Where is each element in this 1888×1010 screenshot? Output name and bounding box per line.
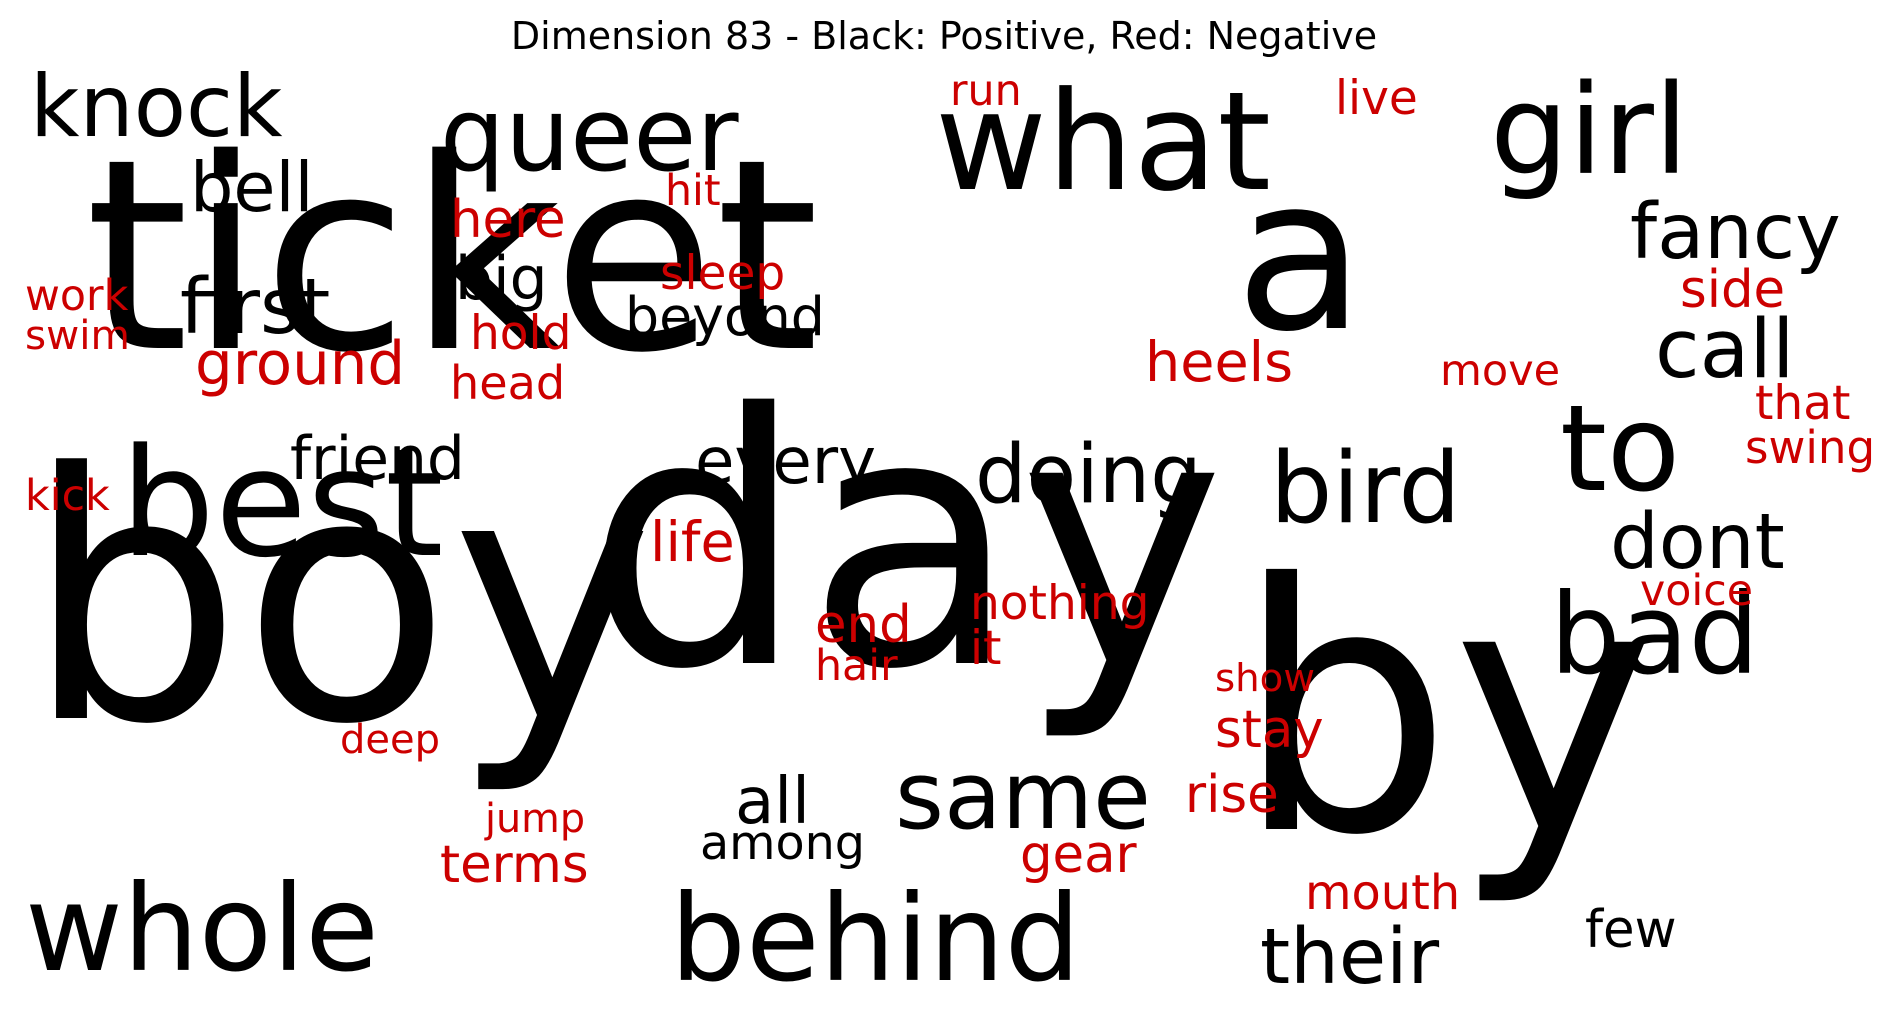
cloud-word-ticket: ticket — [85, 103, 820, 411]
cloud-word-call: call — [1655, 303, 1795, 397]
cloud-word-run: run — [950, 66, 1022, 116]
cloud-word-nothing: nothing — [970, 576, 1150, 631]
cloud-word-beyond: beyond — [625, 285, 825, 348]
cloud-word-best: best — [120, 417, 444, 591]
cloud-word-all: all — [735, 765, 810, 839]
cloud-word-life: life — [650, 510, 735, 575]
figure-title: Dimension 83 - Black: Positive, Red: Neg… — [510, 14, 1378, 58]
cloud-word-boy: boy — [25, 401, 654, 799]
cloud-word-few: few — [1585, 900, 1677, 960]
cloud-word-swim: swim — [25, 311, 130, 359]
cloud-word-knock: knock — [30, 58, 283, 157]
cloud-word-hair: hair — [815, 641, 898, 691]
cloud-word-among: among — [700, 816, 866, 871]
cloud-word-queer: queer — [440, 76, 739, 195]
cloud-word-here: here — [450, 190, 566, 250]
cloud-word-move: move — [1440, 346, 1561, 396]
cloud-word-side: side — [1680, 260, 1786, 320]
cloud-word-behind: behind — [670, 870, 1081, 1009]
cloud-word-their: their — [1260, 913, 1440, 1002]
cloud-word-jump: jump — [485, 796, 586, 842]
cloud-word-to: to — [1560, 380, 1681, 519]
cloud-word-girl: girl — [1490, 59, 1689, 203]
cloud-word-bell: bell — [190, 149, 314, 228]
cloud-word-kick: kick — [25, 471, 110, 521]
cloud-word-heels: heels — [1145, 330, 1294, 395]
cloud-word-stay: stay — [1215, 700, 1324, 760]
cloud-word-hold: hold — [470, 306, 572, 361]
cloud-word-swing: swing — [1745, 421, 1876, 474]
cloud-word-it: it — [970, 621, 1002, 676]
cloud-word-mouth: mouth — [1305, 866, 1461, 921]
cloud-word-ground: ground — [195, 330, 406, 399]
cloud-word-live: live — [1335, 71, 1418, 126]
cloud-word-terms: terms — [440, 835, 589, 895]
cloud-word-friend: friend — [290, 424, 465, 494]
cloud-word-doing: doing — [975, 428, 1202, 522]
cloud-word-voice: voice — [1640, 566, 1753, 616]
cloud-word-that: that — [1755, 376, 1851, 431]
cloud-word-by: by — [1235, 511, 1655, 910]
cloud-word-deep: deep — [340, 717, 440, 763]
cloud-word-first: first — [180, 263, 331, 352]
cloud-word-what: what — [935, 63, 1272, 222]
cloud-word-show: show — [1215, 656, 1315, 701]
cloud-word-big: big — [455, 244, 548, 314]
cloud-word-bird: bird — [1270, 432, 1461, 546]
cloud-word-end: end — [815, 595, 912, 655]
cloud-word-rise: rise — [1185, 765, 1279, 825]
cloud-word-sleep: sleep — [660, 246, 786, 301]
cloud-word-day: day — [585, 341, 1225, 746]
cloud-word-hit: hit — [665, 166, 721, 216]
cloud-word-bad: bad — [1550, 571, 1760, 700]
cloud-word-whole: whole — [25, 860, 379, 999]
cloud-word-gear: gear — [1020, 825, 1137, 885]
cloud-word-fancy: fancy — [1630, 188, 1841, 277]
cloud-word-a: a — [1235, 132, 1365, 379]
cloud-word-dont: dont — [1610, 498, 1785, 587]
cloud-word-work: work — [25, 271, 129, 321]
cloud-word-every: every — [695, 425, 877, 499]
cloud-word-head: head — [450, 356, 566, 410]
cloud-word-same: same — [895, 742, 1151, 851]
